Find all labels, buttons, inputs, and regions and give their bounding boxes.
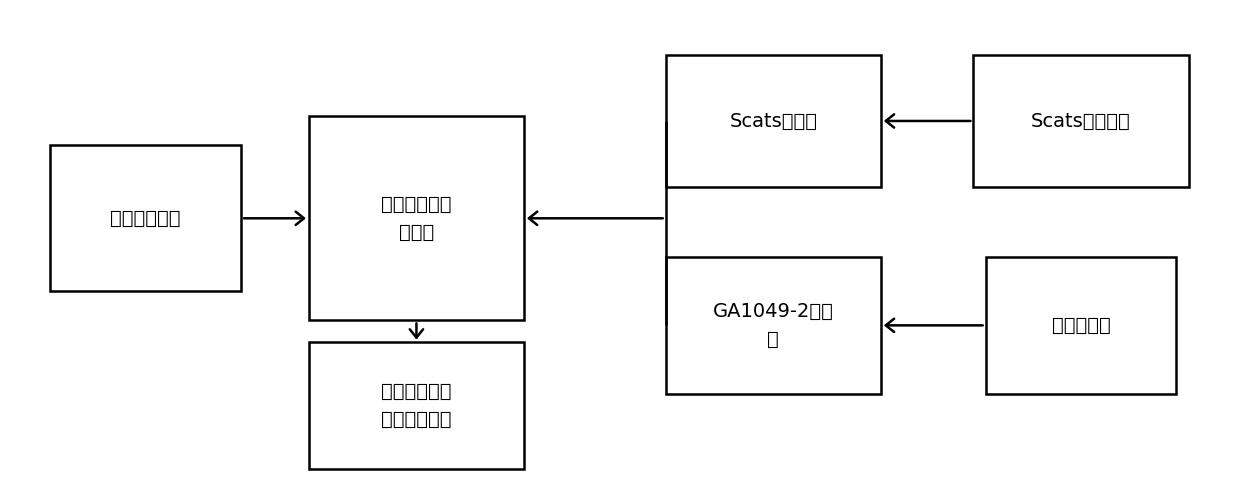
Text: GA1049-2转换
器: GA1049-2转换 器	[712, 302, 834, 349]
Bar	[974, 55, 1188, 187]
Bar	[309, 116, 524, 320]
Bar	[51, 146, 242, 291]
Bar	[309, 343, 524, 469]
Text: Scats转换器: Scats转换器	[730, 111, 818, 131]
Text: 路口渠化图形
特征库: 路口渠化图形 特征库	[382, 195, 452, 242]
Text: Scats信号平台: Scats信号平台	[1031, 111, 1131, 131]
Text: 国产信号机: 国产信号机	[1052, 316, 1110, 335]
Bar	[985, 257, 1176, 394]
Bar	[665, 55, 881, 187]
Text: 人工配置页面: 人工配置页面	[110, 209, 181, 228]
Bar	[665, 257, 881, 394]
Text: 路口渠化图形
生产算法模块: 路口渠化图形 生产算法模块	[382, 382, 452, 429]
